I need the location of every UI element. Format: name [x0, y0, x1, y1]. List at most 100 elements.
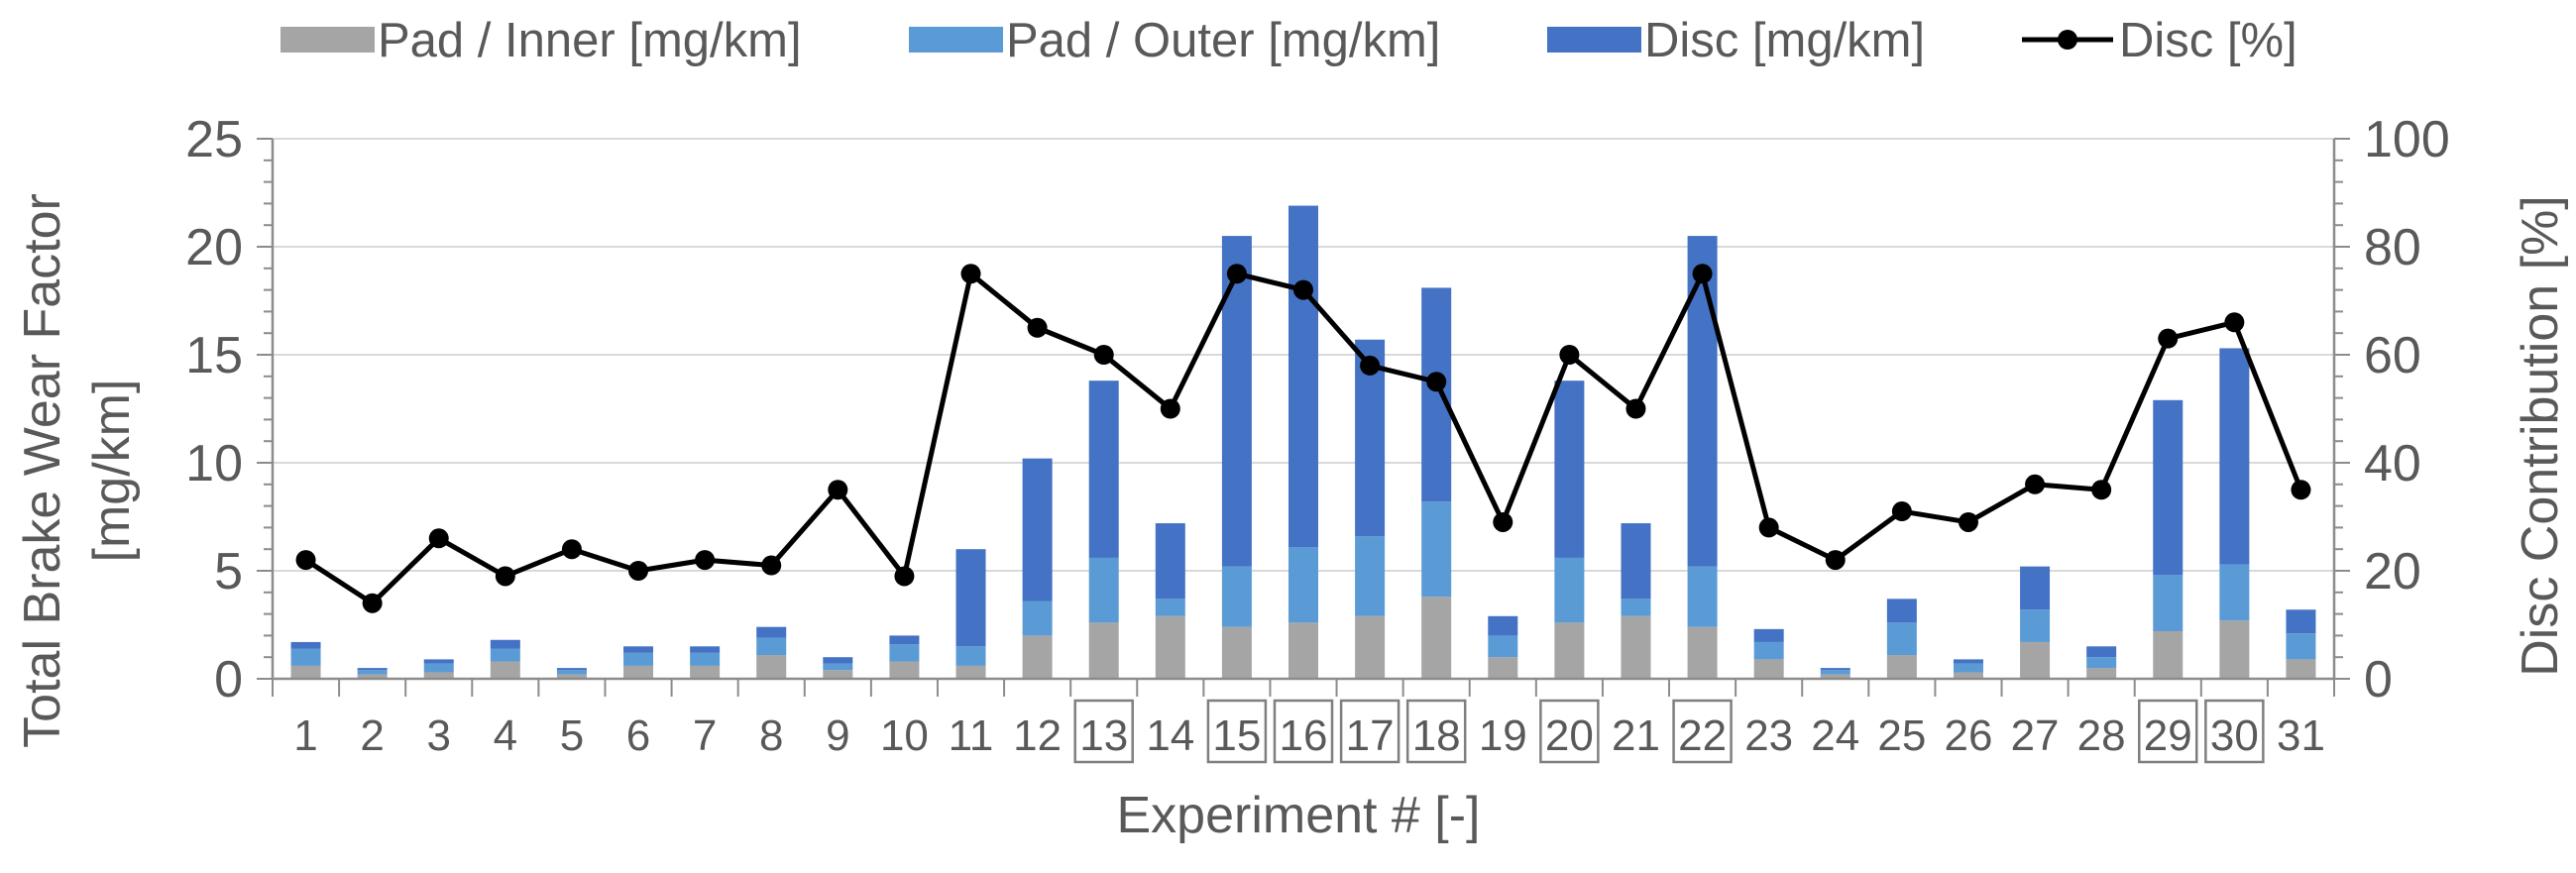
legend-label: Disc [%]: [2119, 14, 2297, 67]
legend-label: Disc [mg/km]: [1644, 14, 1925, 67]
line-point: [2291, 480, 2311, 500]
line-point: [1426, 372, 1447, 392]
bar-segment-pad-inner: [955, 665, 986, 679]
bar-segment-disc: [1221, 236, 1252, 567]
bar-segment-pad-inner: [1022, 635, 1053, 679]
bar-segment-pad-outer: [823, 663, 853, 671]
y2-tick-label: 40: [2364, 435, 2421, 492]
line-point: [960, 264, 981, 284]
x-tick-label: 2: [360, 711, 384, 760]
bar-segment-pad-outer: [556, 670, 587, 675]
x-tick-highlight-box: [1539, 699, 1600, 764]
bars: [290, 205, 2316, 679]
x-tick-label: 12: [1013, 711, 1062, 760]
bar-segment-pad-inner: [1687, 626, 1718, 679]
bar-segment-pad-outer: [2086, 657, 2117, 669]
bar-segment-pad-inner: [756, 655, 787, 679]
bar-segment-pad-outer: [1886, 622, 1917, 656]
bar-segment-pad-outer: [1820, 670, 1850, 675]
x-tick-label: 26: [1944, 711, 1992, 760]
bar-segment-pad-inner: [2020, 641, 2051, 679]
bar-segment-pad-inner: [1221, 626, 1252, 679]
bar-segment-disc: [490, 639, 520, 649]
y2-tick-label: 80: [2364, 219, 2421, 276]
bar-segment-pad-outer: [1022, 600, 1053, 636]
bar-segment-pad-inner: [490, 661, 520, 679]
bar-segment-pad-inner: [2219, 620, 2250, 679]
y2-tick-label: 60: [2364, 327, 2421, 384]
legend-marker: [2058, 30, 2077, 50]
bar-segment-pad-inner: [1288, 622, 1318, 679]
line-point: [828, 480, 848, 500]
bar-segment-disc: [690, 646, 721, 653]
y-tick-label: 25: [185, 111, 243, 168]
x-tick-label: 25: [1877, 711, 1926, 760]
bar-segment-pad-inner: [690, 665, 721, 679]
line-point: [428, 528, 449, 549]
x-tick-label: 18: [1412, 711, 1461, 760]
x-tick-label: 8: [759, 711, 783, 760]
bar-segment-disc: [1155, 523, 1185, 600]
line-point: [761, 555, 782, 576]
bar-segment-pad-inner: [423, 672, 454, 679]
bar-segment-disc: [1621, 523, 1651, 600]
line-point: [2025, 474, 2046, 494]
bar-segment-pad-outer: [690, 652, 721, 666]
bar-segment-pad-outer: [756, 637, 787, 656]
y-axis-label-line1: Total Brake Wear Factor: [14, 193, 71, 748]
y2-tick-label: 0: [2364, 651, 2393, 709]
bar-segment-pad-inner: [357, 674, 388, 679]
x-tick-highlight-box: [1273, 699, 1334, 764]
bar-segment-pad-outer: [955, 646, 986, 666]
bar-segment-pad-outer: [1687, 566, 1718, 627]
y2-tick-labels: 0 20 40 60 80 100: [2364, 111, 2450, 709]
line-point: [894, 566, 915, 587]
x-tick-label: 28: [2077, 711, 2126, 760]
x-tick-highlight-box: [1073, 699, 1134, 764]
legend-swatch: [909, 27, 1003, 53]
line-point: [1226, 264, 1247, 284]
bar-segment-disc: [556, 668, 587, 671]
bar-segment-disc: [1022, 458, 1053, 601]
x-tick-label: 23: [1744, 711, 1793, 760]
bar-segment-disc: [1288, 205, 1318, 548]
bar-segment-disc: [423, 659, 454, 664]
x-tick-label: 13: [1079, 711, 1128, 760]
line-point: [1825, 550, 1846, 571]
line-point: [2091, 480, 2112, 500]
bar-segment-disc: [1687, 236, 1718, 567]
x-tick-label: 15: [1212, 711, 1261, 760]
y-tick-label: 15: [185, 327, 243, 384]
legend-swatch: [280, 27, 375, 53]
y-tick-label: 5: [214, 543, 243, 600]
bar-segment-pad-inner: [1488, 657, 1518, 679]
x-tick-label: 24: [1811, 711, 1859, 760]
bar-segment-pad-inner: [1155, 615, 1185, 679]
bar-segment-pad-outer: [1288, 547, 1318, 623]
bar-segment-pad-inner: [2286, 659, 2316, 679]
y2-axis-label: Disc Contribution [%]: [2512, 195, 2569, 677]
bar-segment-pad-inner: [2086, 668, 2117, 679]
bar-segment-pad-outer: [1155, 599, 1185, 616]
bar-segment-pad-outer: [2153, 575, 2184, 632]
bar-segment-disc: [1953, 659, 1983, 664]
line-point: [295, 550, 316, 571]
line-point: [1559, 345, 1580, 365]
bar-segment-disc: [1753, 628, 1784, 642]
bar-segment-pad-outer: [290, 648, 321, 666]
bar-segment-pad-outer: [1355, 536, 1386, 616]
axes: [257, 138, 2350, 697]
bar-segment-pad-outer: [1221, 566, 1252, 627]
bar-segment-pad-outer: [1088, 557, 1119, 623]
bar-segment-disc: [357, 668, 388, 671]
bar-segment-disc: [823, 657, 853, 664]
line-point: [1027, 317, 1048, 338]
x-tick-labels: 1 2 3 4 5 6 7 8 9 10 11 12 13 14 15 16 17 18 19 20 21 22 23 24 2…: [293, 699, 2325, 764]
x-tick-highlight-box: [1206, 699, 1268, 764]
x-tick-label: 11: [949, 711, 994, 760]
bar-segment-pad-outer: [1421, 501, 1452, 598]
x-tick-label: 5: [560, 711, 584, 760]
bar-segment-pad-inner: [1953, 672, 1983, 679]
y2-tick-label: 20: [2364, 543, 2421, 600]
